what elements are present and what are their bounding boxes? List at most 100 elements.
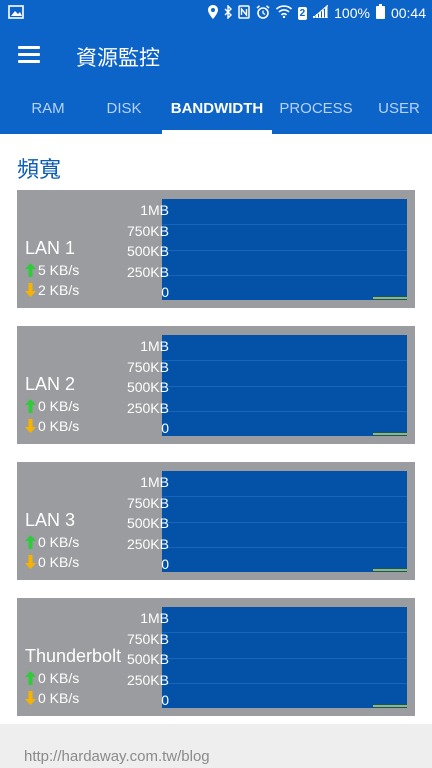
grid-line — [162, 360, 407, 361]
y-axis-label: 750KB — [126, 358, 169, 375]
y-axis-label: 0 — [161, 556, 169, 572]
bandwidth-card: 1MB 750KB 500KB 250KB 0 LAN 1 5 KB/s 2 KB/s — [17, 190, 415, 308]
status-bar: 2 100% 00:44 — [0, 0, 432, 26]
bandwidth-card: 1MB 750KB 500KB 250KB 0 Thunderbolt 0 KB/s 0 KB… — [17, 598, 415, 716]
y-axis-label: 500KB — [126, 243, 169, 259]
upload-rate: 0 KB/s — [25, 398, 79, 414]
interface-name: Thunderbolt — [25, 646, 122, 666]
y-axis-labels: 1MB 750KB 500KB 250KB 0 — [121, 337, 169, 440]
alarm-icon — [256, 4, 270, 22]
watermark-url: http://hardaway.com.tw/blog — [24, 748, 210, 765]
bandwidth-plot — [162, 199, 407, 300]
tab-indicator — [162, 130, 272, 134]
y-axis-label: 1MB — [140, 610, 169, 626]
upload-arrow-icon — [25, 399, 36, 413]
signal-icon — [311, 3, 329, 21]
upload-arrow-icon — [25, 671, 36, 685]
y-axis-label: 250KB — [126, 671, 169, 688]
y-axis-label: 1MB — [140, 202, 169, 218]
y-axis-label: 250KB — [126, 399, 169, 416]
upload-rate-value: 0 KB/s — [38, 534, 80, 550]
grid-line — [162, 658, 407, 659]
upload-arrow-icon — [25, 535, 36, 549]
traffic-line — [373, 569, 407, 571]
upload-rate-value: 5 KB/s — [38, 262, 80, 278]
battery-percent: 100% — [334, 5, 370, 21]
y-axis-label: 0 — [161, 420, 169, 436]
y-axis-label: 0 — [161, 284, 169, 300]
grid-line — [162, 522, 407, 523]
download-arrow-icon — [25, 283, 36, 297]
y-axis-labels: 1MB 750KB 500KB 250KB 0 — [121, 473, 169, 576]
battery-icon — [375, 4, 385, 22]
location-icon — [207, 4, 218, 22]
download-rate-value: 0 KB/s — [38, 418, 80, 434]
grid-line — [162, 496, 407, 497]
y-axis-label: 250KB — [126, 535, 169, 552]
grid-line — [162, 224, 407, 225]
clock: 00:44 — [390, 5, 426, 21]
y-axis-label: 750KB — [126, 222, 169, 239]
upload-rate: 0 KB/s — [25, 670, 79, 686]
download-rate: 0 KB/s — [25, 554, 79, 570]
traffic-line — [373, 705, 407, 707]
y-axis-label: 500KB — [126, 651, 169, 667]
app-bar: 資源監控 — [0, 26, 432, 84]
interface-name: LAN 1 — [25, 238, 76, 258]
bluetooth-icon — [224, 3, 232, 22]
app-title: 資源監控 — [76, 46, 160, 70]
upload-arrow-icon — [25, 263, 36, 277]
grid-line — [162, 547, 407, 548]
y-axis-label: 1MB — [140, 338, 169, 354]
upload-rate: 5 KB/s — [25, 262, 79, 278]
wifi-icon — [275, 5, 292, 21]
bandwidth-card: 1MB 750KB 500KB 250KB 0 LAN 2 0 KB/s 0 KB/s — [17, 326, 415, 444]
download-rate-value: 0 KB/s — [38, 690, 80, 706]
section-title: 頻寬 — [17, 158, 62, 183]
gallery-notification-icon — [8, 5, 24, 22]
menu-icon[interactable] — [18, 46, 40, 64]
grid-line — [162, 250, 407, 251]
y-axis-label: 750KB — [126, 630, 169, 647]
y-axis-label: 500KB — [126, 379, 169, 395]
tab-user[interactable]: USER — [378, 100, 420, 117]
traffic-line — [373, 433, 407, 435]
upload-rate-value: 0 KB/s — [38, 670, 80, 686]
bandwidth-plot — [162, 335, 407, 436]
y-axis-label: 0 — [161, 692, 169, 708]
interface-name: LAN 3 — [25, 510, 76, 530]
tab-disk[interactable]: DISK — [106, 100, 142, 117]
bandwidth-plot — [162, 471, 407, 572]
grid-line — [162, 632, 407, 633]
download-arrow-icon — [25, 419, 36, 433]
grid-line — [162, 683, 407, 684]
tab-bar: RAM DISK BANDWIDTH PROCESS USER — [0, 84, 432, 134]
download-rate-value: 2 KB/s — [38, 282, 80, 298]
tab-bandwidth[interactable]: BANDWIDTH — [170, 100, 264, 117]
tab-ram[interactable]: RAM — [31, 100, 65, 117]
grid-line — [162, 411, 407, 412]
y-axis-label: 250KB — [126, 263, 169, 280]
y-axis-label: 750KB — [126, 494, 169, 511]
sim-badge-icon: 2 — [297, 6, 308, 20]
bandwidth-card: 1MB 750KB 500KB 250KB 0 LAN 3 0 KB/s 0 KB/s — [17, 462, 415, 580]
traffic-line — [373, 297, 407, 299]
bandwidth-plot — [162, 607, 407, 708]
download-arrow-icon — [25, 691, 36, 705]
tab-process[interactable]: PROCESS — [279, 100, 353, 117]
y-axis-label: 500KB — [126, 515, 169, 531]
grid-line — [162, 386, 407, 387]
download-rate: 2 KB/s — [25, 282, 79, 298]
upload-rate-value: 0 KB/s — [38, 398, 80, 414]
download-rate-value: 0 KB/s — [38, 554, 80, 570]
interface-name: LAN 2 — [25, 374, 76, 394]
nfc-icon — [237, 4, 250, 22]
y-axis-labels: 1MB 750KB 500KB 250KB 0 — [121, 201, 169, 304]
download-rate: 0 KB/s — [25, 690, 79, 706]
upload-rate: 0 KB/s — [25, 534, 79, 550]
download-rate: 0 KB/s — [25, 418, 79, 434]
y-axis-label: 1MB — [140, 474, 169, 490]
download-arrow-icon — [25, 555, 36, 569]
y-axis-labels: 1MB 750KB 500KB 250KB 0 — [121, 609, 169, 712]
grid-line — [162, 275, 407, 276]
